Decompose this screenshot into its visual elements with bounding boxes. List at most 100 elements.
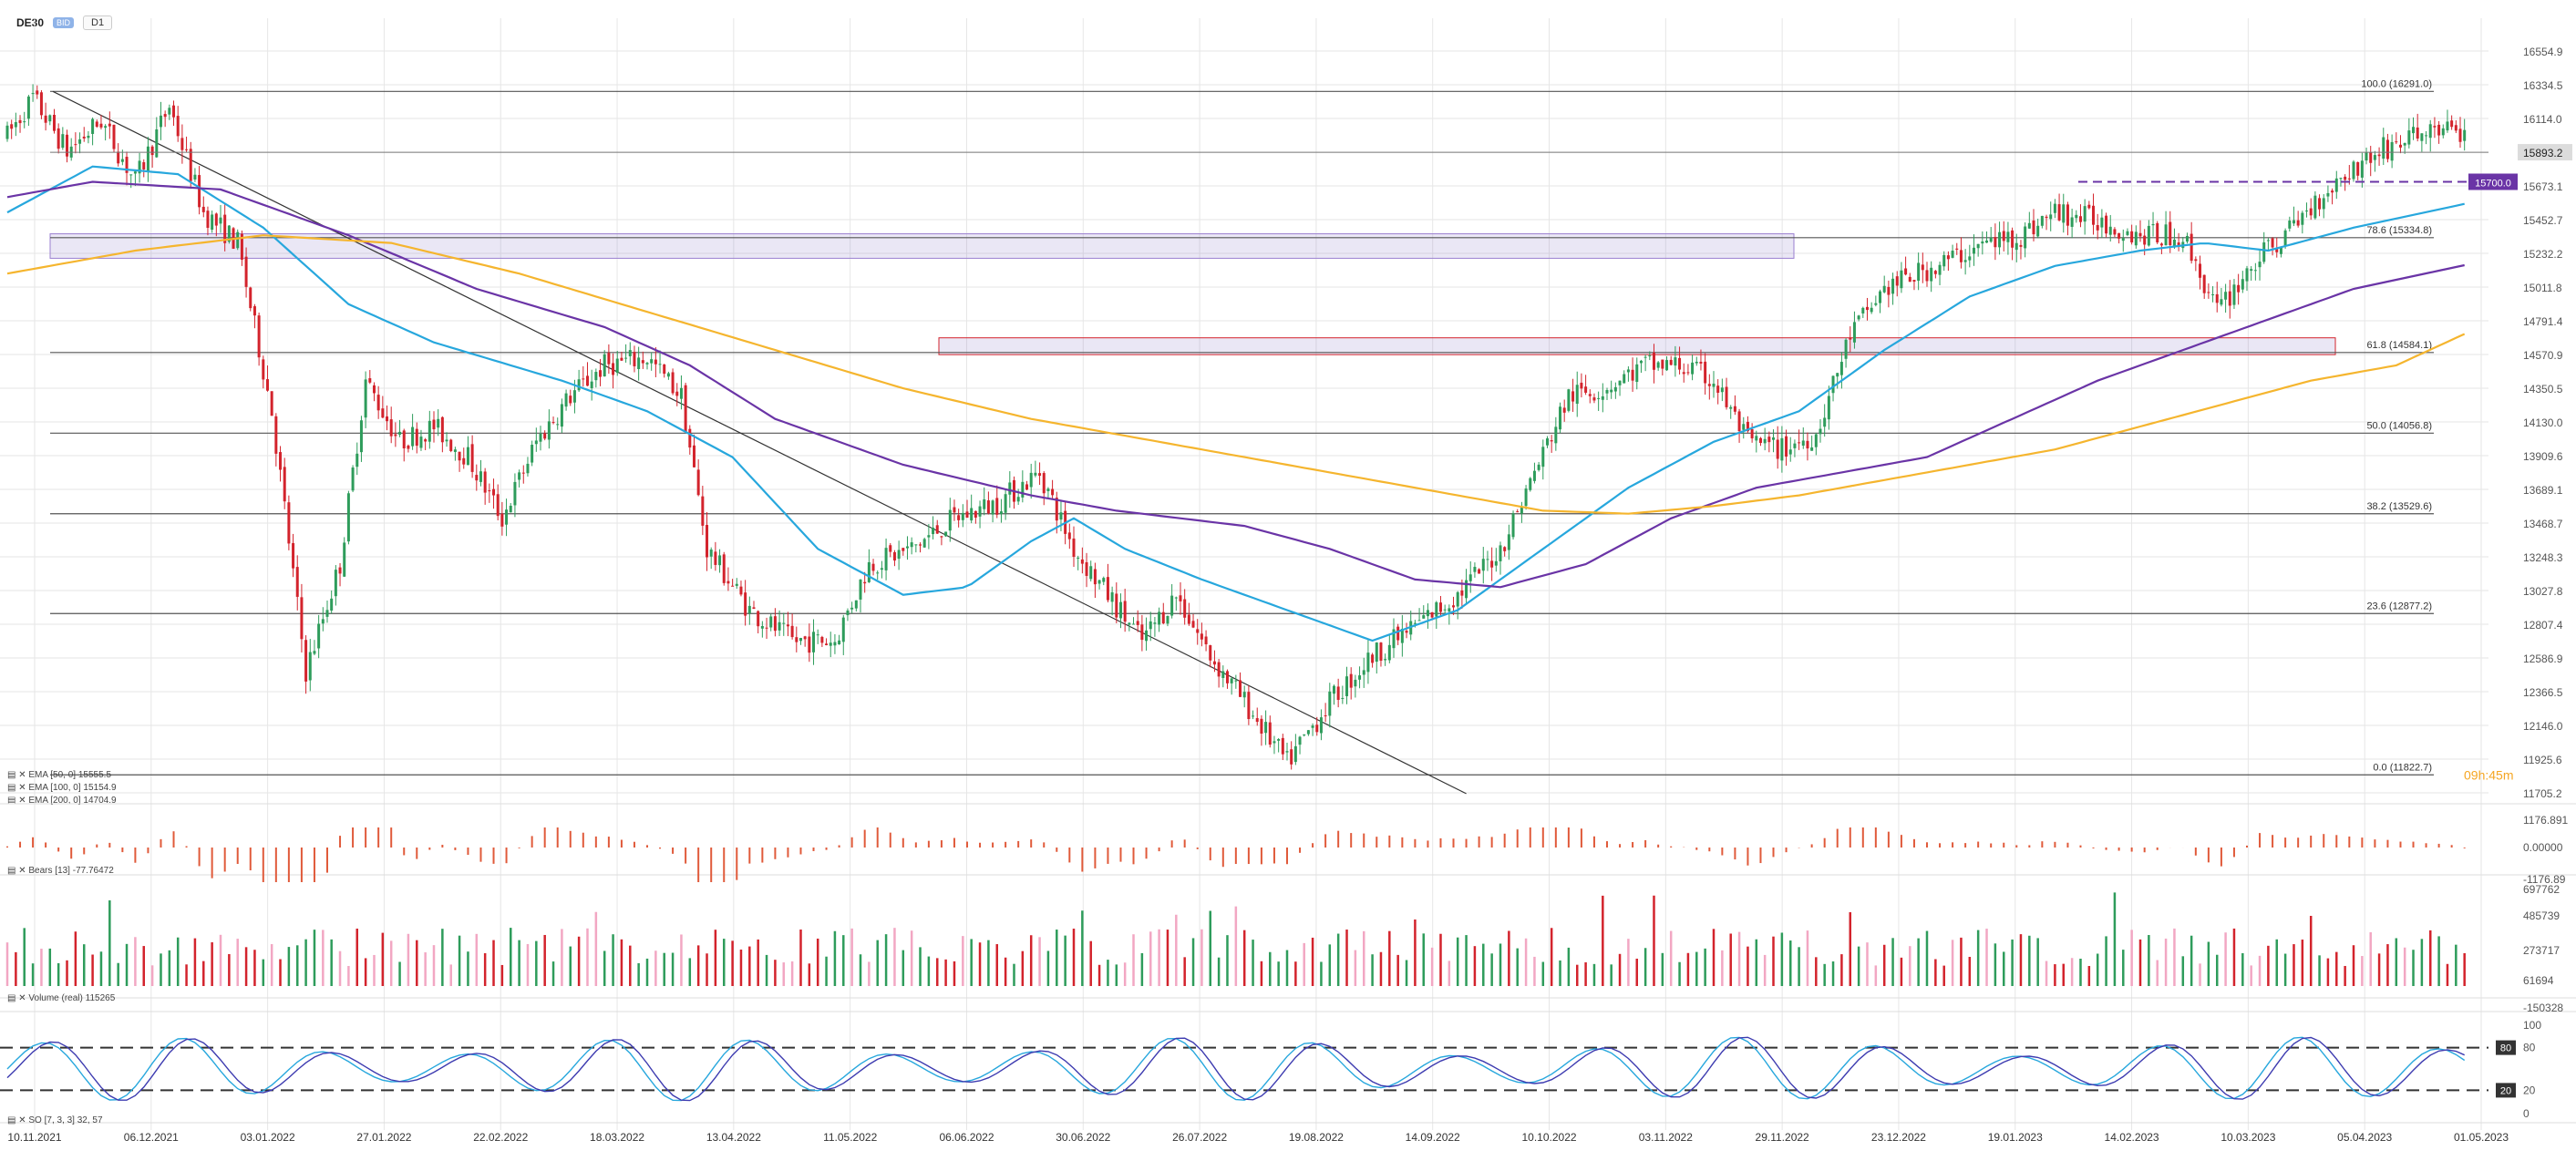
candle-body: [1349, 673, 1353, 688]
candle-body: [287, 502, 291, 544]
x-tick-label: 06.12.2021: [124, 1131, 179, 1144]
candle-body: [252, 306, 256, 316]
candle-body: [159, 115, 162, 128]
candle-body: [1831, 375, 1835, 394]
candle-body: [2053, 203, 2056, 213]
candle-body: [1908, 276, 1911, 283]
candle-body: [1699, 361, 1703, 364]
candle-body: [1118, 601, 1122, 619]
candle-body: [790, 625, 794, 638]
candle-body: [1328, 691, 1332, 716]
candle-body: [1712, 384, 1716, 387]
candle-body: [983, 498, 986, 509]
candle-body: [607, 353, 611, 365]
y-tick-label: 12586.9: [2523, 652, 2563, 665]
candle-body: [1132, 623, 1136, 625]
x-tick-label: 05.04.2023: [2337, 1131, 2392, 1144]
candle-body: [1810, 447, 1814, 451]
candle-body: [1785, 436, 1788, 457]
candle-body: [193, 174, 197, 180]
candle-body: [1998, 231, 2002, 248]
candle-body: [1716, 385, 1720, 393]
candle-body: [1503, 547, 1507, 551]
candle-body: [1362, 670, 1365, 675]
candle-body: [1584, 386, 1588, 393]
timeframe-select[interactable]: D1: [83, 15, 113, 30]
candle-body: [2458, 128, 2462, 142]
candle-body: [1529, 478, 1532, 490]
candle-body: [747, 605, 751, 614]
candle-body: [2266, 240, 2270, 241]
candle-body: [394, 434, 397, 437]
candle-body: [769, 616, 773, 628]
candle-body: [752, 607, 756, 610]
candle-body: [2232, 284, 2236, 305]
candle-body: [2105, 215, 2108, 234]
candle-body: [2096, 224, 2099, 231]
candle-body: [854, 600, 858, 609]
candle-body: [991, 500, 994, 515]
candle-body: [841, 617, 845, 642]
candle-body: [1354, 679, 1357, 687]
candle-body: [2006, 231, 2010, 242]
candle-body: [1166, 616, 1170, 624]
candle-body: [2092, 205, 2096, 225]
y-tick-label: 16554.9: [2523, 46, 2563, 58]
candle-body: [2002, 231, 2005, 241]
candle-body: [871, 563, 875, 571]
candle-body: [505, 509, 509, 525]
candle-body: [808, 636, 811, 653]
bears-panel-label: ▤ ✕ Bears [13] -77.76472: [7, 866, 114, 876]
candle-body: [1849, 337, 1852, 340]
candle-body: [1507, 534, 1510, 550]
symbol-label[interactable]: DE30: [16, 16, 45, 29]
price-type-badge[interactable]: BID: [53, 17, 75, 28]
candle-body: [338, 567, 342, 574]
candle-body: [688, 428, 692, 448]
candle-body: [829, 642, 832, 646]
candle-body: [892, 551, 896, 561]
candle-body: [244, 256, 248, 287]
candle-body: [645, 363, 649, 365]
candle-body: [624, 357, 628, 359]
so-level-tag: [2496, 1040, 2516, 1055]
candle-body: [133, 171, 137, 174]
y-tick-label: 15673.1: [2523, 180, 2563, 193]
candle-body: [1140, 624, 1144, 641]
candle-body: [1942, 254, 1946, 267]
candle-body: [590, 381, 593, 388]
candle-body: [1277, 738, 1281, 741]
candle-body: [1417, 620, 1421, 622]
candle-body: [2045, 216, 2048, 219]
candle-body: [2420, 133, 2424, 141]
candle-body: [2331, 190, 2334, 193]
candle-body: [1080, 559, 1084, 564]
candle-body: [615, 358, 619, 374]
candle-body: [66, 134, 69, 157]
candle-body: [1345, 676, 1349, 696]
candle-body: [1912, 280, 1916, 283]
price-line-label: 15700.0: [2475, 178, 2511, 189]
candle-body: [219, 217, 222, 224]
candle-body: [376, 395, 380, 411]
candle-body: [986, 500, 990, 514]
candle-body: [2313, 195, 2317, 219]
bears-y-tick: 1176.891: [2523, 814, 2568, 827]
candle-body: [483, 471, 487, 493]
candle-body: [2433, 126, 2437, 128]
candle-body: [1788, 449, 1792, 455]
candle-body: [398, 431, 402, 435]
candle-body: [1247, 692, 1251, 720]
candle-body: [2377, 154, 2381, 157]
candle-body: [2258, 262, 2262, 268]
candle-body: [1601, 396, 1604, 400]
candle-body: [61, 134, 65, 149]
candle-body: [1618, 380, 1622, 385]
y-tick-label: 13468.7: [2523, 518, 2563, 530]
candle-body: [2066, 204, 2069, 226]
candle-body: [355, 453, 359, 467]
candle-body: [2177, 242, 2180, 246]
x-tick-label: 10.03.2023: [2221, 1131, 2275, 1144]
candle-body: [654, 359, 657, 365]
